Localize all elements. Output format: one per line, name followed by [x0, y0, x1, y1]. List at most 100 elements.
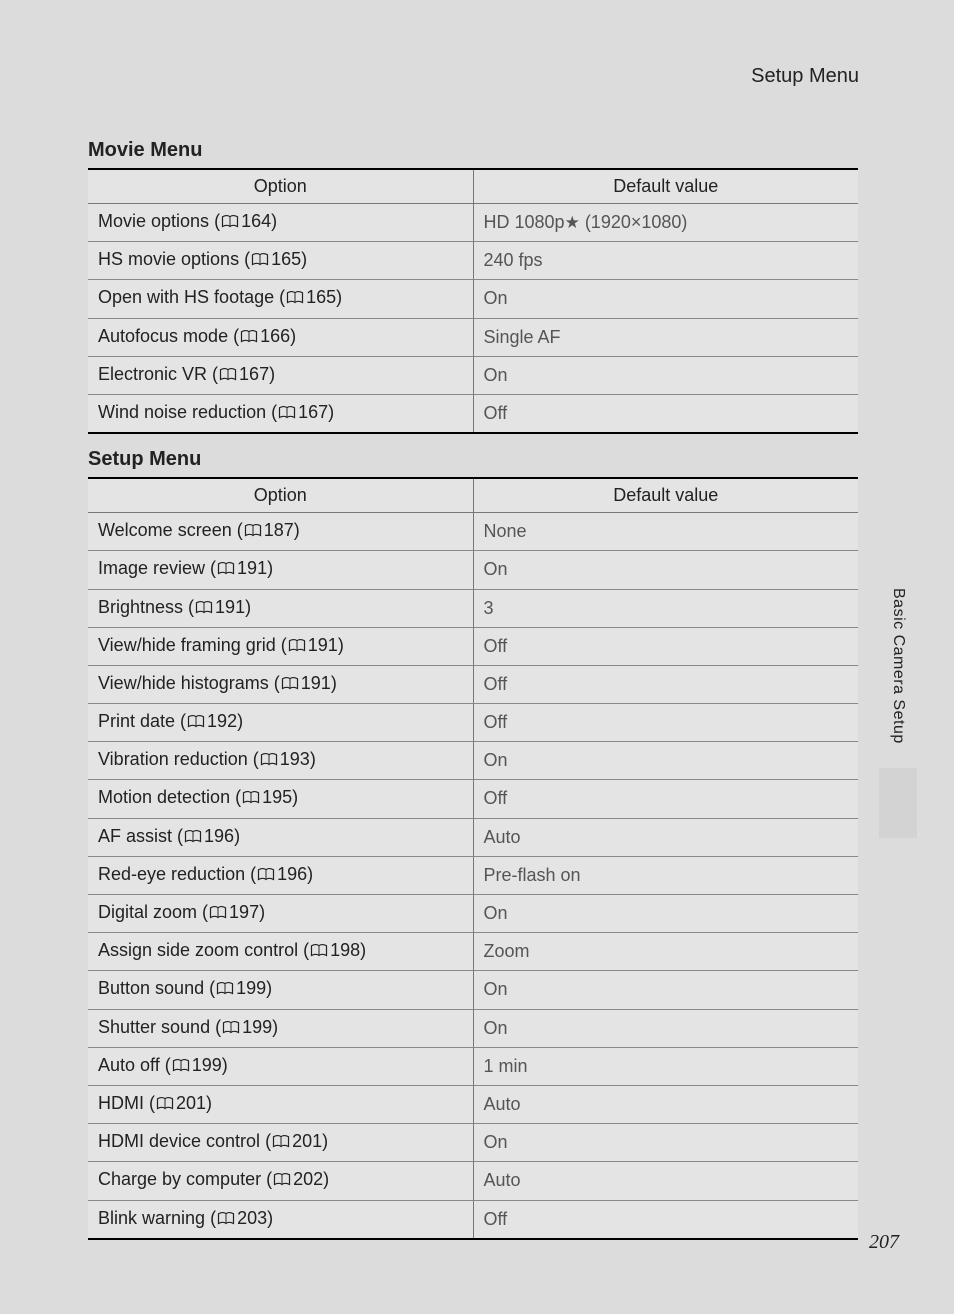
- page-ref-number: 198: [330, 940, 360, 960]
- option-name: HDMI: [98, 1093, 144, 1113]
- option-name: Open with HS footage: [98, 287, 274, 307]
- option-cell: Charge by computer (202): [88, 1162, 473, 1200]
- page-ref-icon: [257, 864, 275, 889]
- table-row: Red-eye reduction (196)Pre-flash on: [88, 856, 858, 894]
- value-cell: Auto: [473, 1085, 858, 1123]
- value-cell: Zoom: [473, 933, 858, 971]
- page-ref-icon: [251, 249, 269, 274]
- option-name: Wind noise reduction: [98, 402, 266, 422]
- page-ref-icon: [260, 749, 278, 774]
- page-ref-number: 191: [215, 597, 245, 617]
- page-ref-icon: [221, 211, 239, 236]
- table-row: AF assist (196) Auto: [88, 818, 858, 856]
- table-row: Motion detection (195)Off: [88, 780, 858, 818]
- value-cell: 1 min: [473, 1047, 858, 1085]
- section-title-setup: Setup Menu: [88, 448, 858, 471]
- option-name: Autofocus mode: [98, 326, 228, 346]
- option-name: View/hide framing grid: [98, 635, 276, 655]
- table-row: HDMI (201)Auto: [88, 1085, 858, 1123]
- page-ref-icon: [219, 364, 237, 389]
- option-cell: AF assist (196): [88, 818, 473, 856]
- table-row: Movie options (164)HD 1080p★ (1920×1080): [88, 204, 858, 242]
- option-name: Print date: [98, 711, 175, 731]
- table-row: Blink warning (203)Off: [88, 1200, 858, 1239]
- value-text: HD 1080p: [484, 212, 565, 232]
- col-header-option: Option: [88, 169, 473, 204]
- value-text: (1920×1080): [580, 212, 688, 232]
- page-ref-number: 202: [293, 1169, 323, 1189]
- page-ref-number: 165: [271, 249, 301, 269]
- value-cell: 3: [473, 589, 858, 627]
- page-ref-icon: [195, 597, 213, 622]
- option-cell: Image review (191): [88, 551, 473, 589]
- page-ref-icon: [156, 1093, 174, 1118]
- option-name: HS movie options: [98, 249, 239, 269]
- table-row: Shutter sound (199)On: [88, 1009, 858, 1047]
- col-header-option: Option: [88, 478, 473, 513]
- option-name: Movie options: [98, 211, 209, 231]
- option-name: Motion detection: [98, 787, 230, 807]
- option-cell: View/hide framing grid (191): [88, 627, 473, 665]
- option-cell: View/hide histograms (191): [88, 665, 473, 703]
- manual-page: Setup Menu Movie Menu Option Default val…: [0, 0, 954, 1314]
- setup-table-body: Welcome screen (187)NoneImage review (19…: [88, 513, 858, 1239]
- running-header: Setup Menu: [751, 65, 859, 88]
- option-cell: Auto off (199): [88, 1047, 473, 1085]
- page-ref-number: 196: [204, 826, 234, 846]
- option-name: AF assist: [98, 826, 172, 846]
- table-header-row: Option Default value: [88, 169, 858, 204]
- value-cell: 240 fps: [473, 242, 858, 280]
- table-row: Welcome screen (187)None: [88, 513, 858, 551]
- option-name: Electronic VR: [98, 364, 207, 384]
- option-cell: HS movie options (165): [88, 242, 473, 280]
- table-row: Button sound (199)On: [88, 971, 858, 1009]
- col-header-value: Default value: [473, 169, 858, 204]
- content-area: Movie Menu Option Default value Movie op…: [88, 125, 858, 1240]
- page-ref-number: 197: [229, 902, 259, 922]
- value-cell: On: [473, 1009, 858, 1047]
- table-row: Print date (192) Off: [88, 704, 858, 742]
- option-cell: Movie options (164): [88, 204, 473, 242]
- option-name: Auto off: [98, 1055, 160, 1075]
- option-name: Vibration reduction: [98, 749, 248, 769]
- value-text: Off: [484, 674, 508, 694]
- page-ref-number: 167: [239, 364, 269, 384]
- page-ref-number: 193: [280, 749, 310, 769]
- page-ref-icon: [172, 1055, 190, 1080]
- value-text: Off: [484, 788, 508, 808]
- option-cell: Shutter sound (199): [88, 1009, 473, 1047]
- page-ref-number: 164: [241, 211, 271, 231]
- value-cell: Auto: [473, 818, 858, 856]
- side-tab: Basic Camera Setup: [887, 588, 909, 808]
- option-cell: Vibration reduction (193): [88, 742, 473, 780]
- table-row: Autofocus mode (166)Single AF: [88, 318, 858, 356]
- value-text: On: [484, 365, 508, 385]
- value-cell: Off: [473, 780, 858, 818]
- value-cell: On: [473, 1124, 858, 1162]
- page-ref-icon: [242, 787, 260, 812]
- option-cell: Button sound (199): [88, 971, 473, 1009]
- table-row: HDMI device control (201)On: [88, 1124, 858, 1162]
- option-cell: Print date (192): [88, 704, 473, 742]
- page-ref-icon: [217, 558, 235, 583]
- option-name: Charge by computer: [98, 1169, 261, 1189]
- value-text: Auto: [484, 827, 521, 847]
- page-ref-number: 166: [260, 326, 290, 346]
- value-text: 1 min: [484, 1056, 528, 1076]
- value-text: Pre-flash on: [484, 865, 581, 885]
- value-cell: On: [473, 551, 858, 589]
- value-text: Off: [484, 712, 508, 732]
- page-ref-number: 187: [264, 520, 294, 540]
- page-ref-number: 203: [237, 1208, 267, 1228]
- value-text: None: [484, 521, 527, 541]
- page-ref-icon: [217, 1208, 235, 1233]
- value-cell: Pre-flash on: [473, 856, 858, 894]
- value-text: On: [484, 559, 508, 579]
- option-name: Welcome screen: [98, 520, 232, 540]
- table-row: Electronic VR (167)On: [88, 356, 858, 394]
- option-cell: Digital zoom (197): [88, 895, 473, 933]
- value-text: On: [484, 288, 508, 308]
- option-name: View/hide histograms: [98, 673, 269, 693]
- page-ref-icon: [240, 326, 258, 351]
- page-ref-number: 167: [298, 402, 328, 422]
